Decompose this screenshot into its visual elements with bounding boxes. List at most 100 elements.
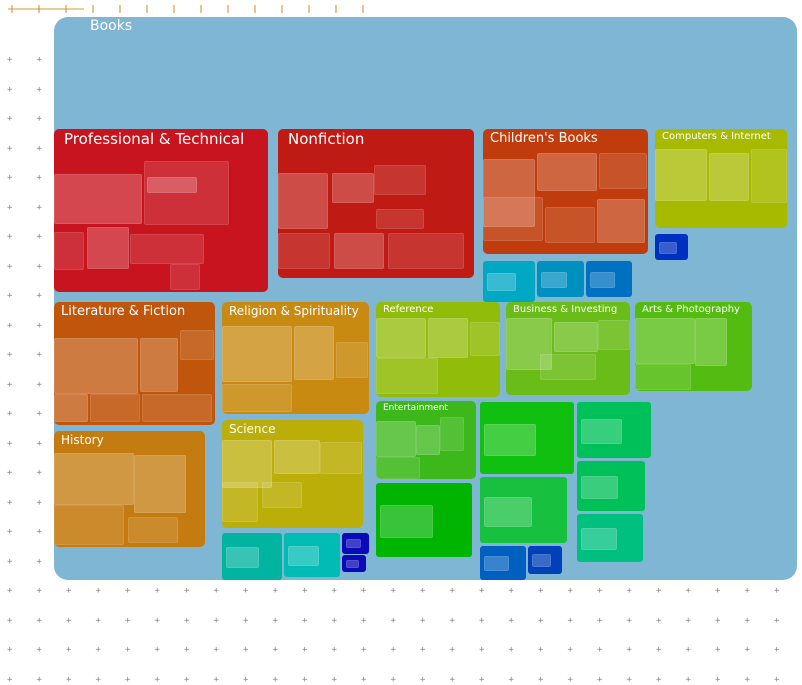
treemap-leaf[interactable]: [635, 318, 695, 364]
category-label: Children's Books: [490, 131, 598, 146]
grid-marker: +: [66, 615, 72, 626]
grid-marker: +: [7, 173, 13, 183]
treemap-leaf[interactable]: [278, 233, 330, 269]
grid-marker: +: [7, 468, 13, 478]
treemap-leaf[interactable]: [597, 199, 645, 243]
treemap-tile[interactable]: [483, 261, 535, 302]
treemap-leaf[interactable]: [376, 457, 420, 479]
treemap-leaf[interactable]: [655, 149, 707, 201]
treemap-leaf[interactable]: [374, 165, 426, 195]
treemap-tile[interactable]: [376, 483, 472, 557]
treemap-category[interactable]: Literature & Fiction: [54, 302, 215, 425]
treemap-leaf[interactable]: [170, 264, 200, 290]
treemap-leaf[interactable]: [140, 338, 178, 392]
treemap-leaf[interactable]: [540, 354, 596, 380]
treemap-leaf[interactable]: [54, 394, 88, 422]
grid-marker: +: [420, 615, 426, 626]
treemap-leaf[interactable]: [274, 440, 320, 474]
treemap-leaf[interactable]: [222, 384, 292, 412]
treemap-leaf[interactable]: [336, 342, 368, 378]
grid-marker: +: [420, 645, 426, 655]
treemap-tile[interactable]: [655, 234, 688, 260]
treemap-category[interactable]: Reference: [376, 302, 500, 397]
treemap-leaf[interactable]: [54, 338, 138, 394]
treemap-root[interactable]: Books Professional & Technical Nonfiction…: [54, 17, 797, 580]
treemap-leaf[interactable]: [142, 394, 212, 422]
treemap-leaf[interactable]: [695, 318, 727, 366]
treemap-category[interactable]: Nonfiction: [278, 129, 474, 278]
treemap-leaf[interactable]: [128, 517, 178, 543]
treemap-leaf[interactable]: [599, 153, 647, 189]
treemap-category[interactable]: Children's Books: [483, 129, 648, 254]
treemap-leaf[interactable]: [483, 197, 543, 241]
treemap-leaf[interactable]: [278, 173, 328, 229]
grid-marker: +: [36, 55, 42, 65]
treemap-tile[interactable]: [577, 514, 643, 562]
treemap-leaf[interactable]: [332, 173, 374, 203]
treemap-category[interactable]: Entertainment: [376, 401, 476, 479]
treemap-category[interactable]: Arts & Photography: [635, 302, 752, 391]
treemap-leaf[interactable]: [635, 364, 691, 390]
treemap-leaf[interactable]: [134, 455, 186, 513]
grid-marker: +: [184, 586, 190, 596]
treemap-leaf[interactable]: [598, 320, 630, 350]
treemap-tile[interactable]: [586, 261, 632, 297]
treemap-tile[interactable]: [480, 477, 567, 543]
treemap-leaf[interactable]: [180, 330, 214, 360]
treemap-leaf[interactable]: [130, 234, 204, 264]
treemap-leaf[interactable]: [545, 207, 595, 243]
treemap-leaf[interactable]: [294, 326, 334, 380]
grid-marker: +: [361, 615, 367, 626]
treemap-leaf[interactable]: [428, 318, 468, 358]
treemap-leaf[interactable]: [54, 174, 142, 224]
treemap-category[interactable]: Religion & Spirituality: [222, 302, 369, 414]
treemap-category[interactable]: Science: [222, 420, 363, 528]
category-label: Nonfiction: [288, 130, 365, 148]
treemap-category[interactable]: History: [54, 431, 205, 547]
treemap-leaf[interactable]: [709, 153, 749, 201]
treemap-leaf[interactable]: [262, 482, 302, 508]
treemap-leaf[interactable]: [376, 358, 438, 394]
treemap-leaf[interactable]: [751, 149, 787, 203]
treemap-leaf[interactable]: [54, 232, 84, 270]
treemap-leaf[interactable]: [376, 421, 416, 457]
treemap-tile[interactable]: [480, 546, 526, 580]
treemap-tile[interactable]: [577, 461, 645, 511]
treemap-tile[interactable]: [528, 546, 562, 574]
treemap-leaf[interactable]: [144, 161, 229, 225]
treemap-leaf[interactable]: [334, 233, 384, 269]
treemap-tile[interactable]: [342, 533, 369, 554]
treemap-leaf[interactable]: [54, 453, 134, 505]
treemap-leaf[interactable]: [554, 322, 598, 352]
treemap-leaf[interactable]: [320, 442, 362, 474]
treemap-leaf[interactable]: [376, 318, 426, 358]
treemap-leaf[interactable]: [54, 505, 124, 545]
treemap-leaf[interactable]: [376, 209, 424, 229]
treemap-leaf[interactable]: [416, 425, 440, 455]
treemap-leaf[interactable]: [222, 482, 258, 522]
treemap-tile[interactable]: [577, 402, 651, 458]
treemap-leaf[interactable]: [147, 177, 197, 193]
treemap-leaf[interactable]: [222, 326, 292, 382]
treemap-leaf[interactable]: [537, 153, 597, 191]
grid-marker: +: [125, 645, 131, 655]
treemap-tile[interactable]: [342, 555, 366, 572]
treemap-tile[interactable]: [480, 402, 574, 474]
treemap-leaf[interactable]: [388, 233, 464, 269]
grid-marker: +: [449, 645, 455, 655]
treemap-leaf[interactable]: [506, 318, 552, 370]
treemap-tile[interactable]: [222, 533, 282, 580]
treemap-tile[interactable]: [284, 533, 340, 577]
treemap-leaf[interactable]: [222, 440, 272, 488]
grid-marker: +: [36, 84, 42, 95]
treemap-tile[interactable]: [537, 261, 584, 297]
treemap-leaf[interactable]: [87, 227, 129, 269]
treemap-category[interactable]: Professional & Technical: [54, 129, 268, 292]
treemap-category[interactable]: Computers & Internet: [655, 129, 787, 228]
treemap-leaf[interactable]: [90, 394, 140, 422]
treemap-leaf: [581, 419, 622, 444]
treemap-leaf[interactable]: [440, 417, 464, 451]
treemap-category[interactable]: Business & Investing: [506, 302, 630, 395]
treemap-leaf[interactable]: [470, 322, 500, 356]
treemap-leaf[interactable]: [483, 159, 535, 227]
